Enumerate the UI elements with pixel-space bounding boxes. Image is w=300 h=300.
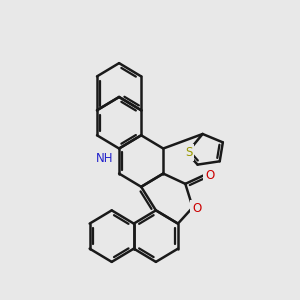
- Text: S: S: [185, 146, 192, 159]
- Text: O: O: [205, 169, 214, 182]
- Text: O: O: [193, 202, 202, 215]
- Text: NH: NH: [96, 152, 113, 165]
